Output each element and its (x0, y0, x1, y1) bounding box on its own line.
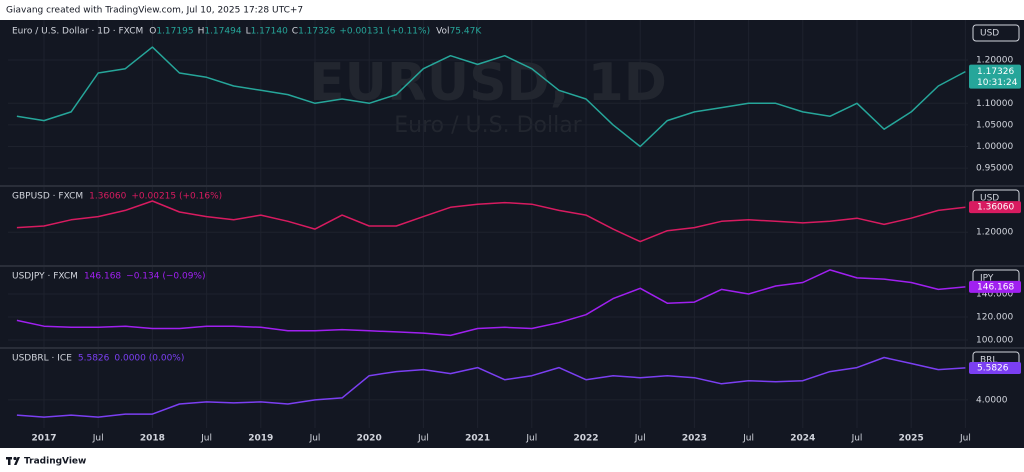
x-tick-label: 2017 (31, 434, 56, 444)
legend-text: 1.17195 (156, 27, 193, 37)
y-tick-label: 0.95000 (976, 164, 1013, 174)
x-tick-label: 2020 (357, 434, 382, 444)
price-tag (969, 201, 1021, 214)
legend-text: O (149, 27, 156, 37)
legend-text: 1.17140 (251, 27, 288, 37)
header-text: Giavang created with TradingView.com, Ju… (6, 6, 303, 16)
price-tag (969, 280, 1021, 293)
x-tick-label: Jul (525, 434, 537, 444)
x-tick-label: 2019 (248, 434, 273, 444)
x-tick-label: 2018 (140, 434, 165, 444)
x-tick-label: 2025 (899, 434, 924, 444)
brand-logo (6, 456, 20, 465)
legend-text: Vol (436, 27, 449, 37)
y-tick-label: 100.000 (976, 335, 1013, 345)
currency-label: USD (980, 29, 999, 39)
x-tick-label: Jul (634, 434, 646, 444)
price-tag-label: 1.17326 (977, 67, 1014, 77)
price-line (16, 269, 966, 337)
y-tick-label: 4.0000 (976, 395, 1008, 405)
watermark: EURUSD, 1D (309, 53, 667, 113)
legend-text: 5.5826 (78, 354, 110, 364)
chart-background (0, 20, 1024, 448)
currency-label: JPY (979, 274, 994, 284)
x-tick-label: Jul (959, 434, 971, 444)
price-line (16, 46, 966, 148)
legend-text: +0.00131 (+0.11%) (339, 27, 430, 37)
legend-text: 0.0000 (0.00%) (114, 354, 184, 364)
y-tick-label: 1.10000 (976, 99, 1013, 109)
x-tick-label: 2024 (790, 434, 815, 444)
countdown-label: 10:31:24 (977, 78, 1018, 88)
currency-label: BRL (980, 356, 997, 366)
legend-text: −0.134 (−0.09%) (126, 272, 205, 282)
legend-text: USDBRL · ICE (12, 354, 72, 364)
x-tick-label: Jul (92, 434, 104, 444)
legend-text: +0.00215 (+0.16%) (131, 192, 222, 202)
y-tick-label: 1.00000 (976, 142, 1013, 152)
y-tick-label: 1.20000 (976, 56, 1013, 66)
y-tick-label: 140.000 (976, 290, 1013, 300)
legend-text: 1.17494 (204, 27, 241, 37)
legend-text: C (292, 27, 298, 37)
legend-text: 1.36060 (89, 192, 126, 202)
x-tick-label: Jul (309, 434, 321, 444)
price-tag-label: 1.36060 (977, 203, 1014, 213)
x-tick-label: 2023 (682, 434, 707, 444)
x-tick-label: Jul (417, 434, 429, 444)
y-tick-label: 1.05000 (976, 120, 1013, 130)
x-tick-label: 2022 (573, 434, 598, 444)
price-tag-label: 146.168 (977, 282, 1014, 292)
legend-text: USDJPY · FXCM (12, 272, 78, 282)
y-tick-label: 1.20000 (976, 228, 1013, 238)
y-tick-label: 120.000 (976, 313, 1013, 323)
price-tag (969, 64, 1021, 89)
legend-text: 1.17326 (298, 27, 335, 37)
legend-text: GBPUSD · FXCM (12, 192, 83, 202)
x-tick-label: Jul (200, 434, 212, 444)
price-tag-label: 5.5826 (977, 363, 1009, 373)
legend-text: 75.47K (450, 27, 483, 37)
legend-text: Euro / U.S. Dollar · 1D · FXCM (12, 27, 143, 37)
price-line (16, 200, 966, 243)
watermark-subtitle: Euro / U.S. Dollar (394, 113, 582, 138)
price-line (16, 356, 966, 418)
legend-text: 146.168 (84, 272, 121, 282)
currency-label: USD (980, 194, 999, 204)
footer-brand: TradingView (24, 457, 86, 467)
x-tick-label: Jul (851, 434, 863, 444)
currency-box (972, 24, 1020, 42)
legend-text: L (246, 27, 251, 37)
price-tag (969, 361, 1021, 374)
legend-text: H (198, 27, 205, 37)
x-tick-label: 2021 (465, 434, 490, 444)
x-tick-label: Jul (742, 434, 754, 444)
